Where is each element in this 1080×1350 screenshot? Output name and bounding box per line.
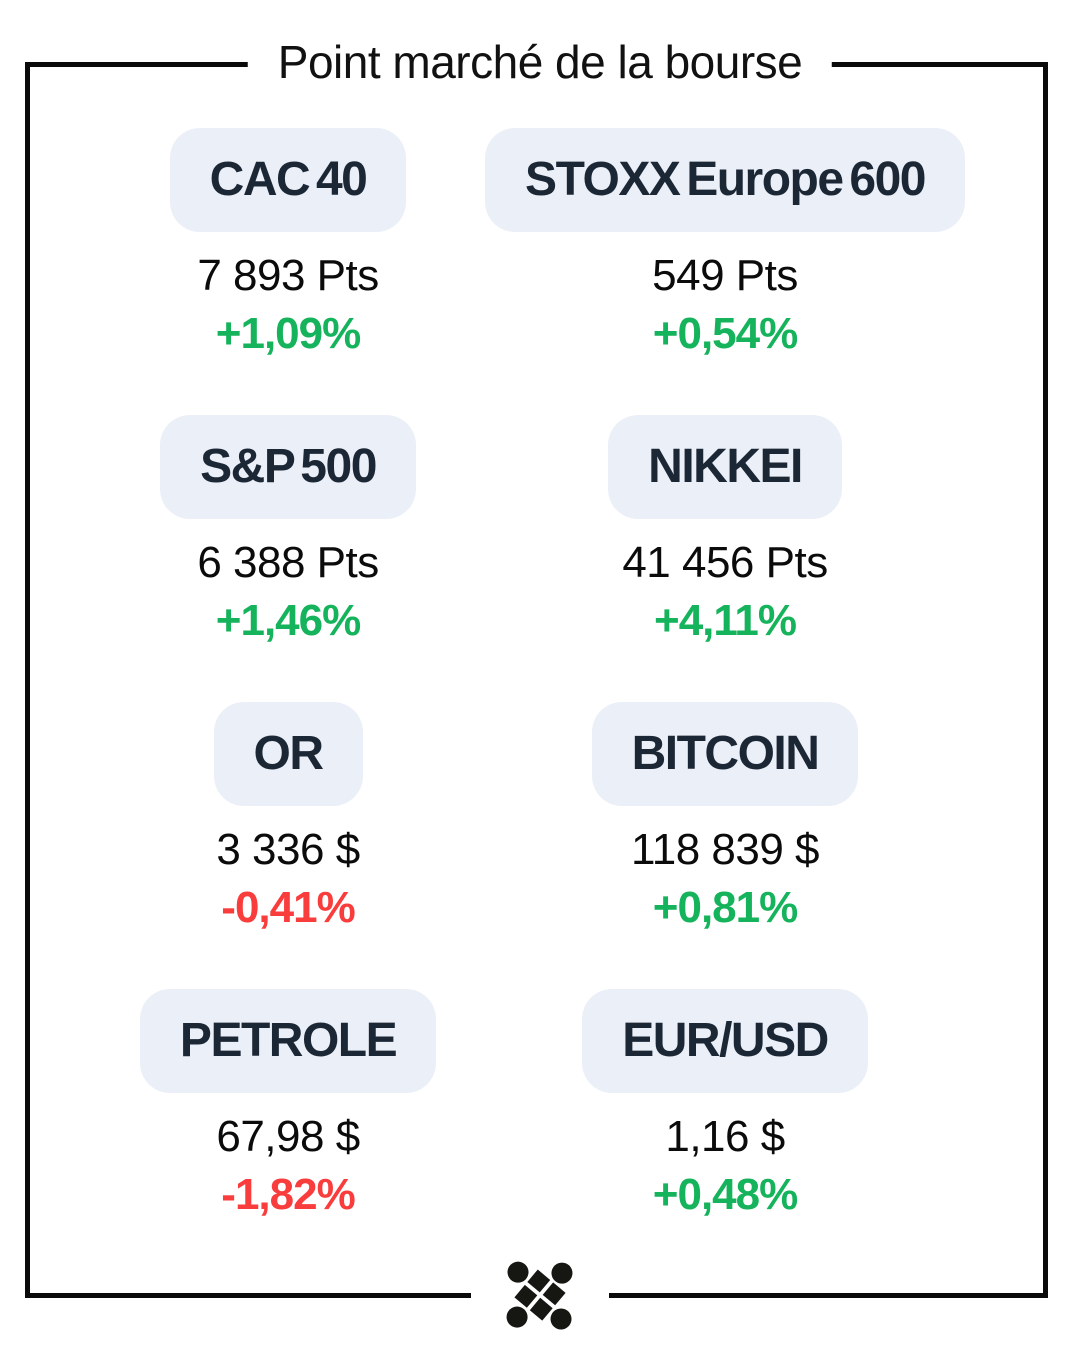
change-value: +0,48% [652,1170,798,1219]
instrument-value: 7 893 Pts [197,251,379,300]
instrument-badge: BITCOIN [591,702,859,806]
instrument-badge: EUR/USD [582,989,868,1093]
market-card-bitcoin: BITCOIN 118 839 $ +0,81% [591,702,859,934]
market-card-petrole: PETROLE 67,98 $ -1,82% [139,989,437,1221]
change-value: -1,82% [221,1170,355,1219]
instrument-value: 549 Pts [652,251,798,300]
change-value: +0,54% [652,309,798,358]
instrument-value: 41 456 Pts [622,538,828,587]
instrument-badge: STOXX Europe 600 [485,128,965,232]
instrument-badge: OR [213,702,363,806]
market-card-eurusd: EUR/USD 1,16 $ +0,48% [582,989,868,1221]
market-card-cac40: CAC 40 7 893 Pts +1,09% [169,128,407,360]
change-value: -0,41% [221,883,355,932]
page-title: Point marché de la bourse [247,32,833,92]
instruments-grid: CAC 40 7 893 Pts +1,09% STOXX Europe 600… [91,128,965,1221]
instrument-value: 1,16 $ [665,1112,785,1161]
border-frame: CAC 40 7 893 Pts +1,09% STOXX Europe 600… [25,62,1048,1298]
market-card-sp500: S&P 500 6 388 Pts +1,46% [160,415,416,647]
instrument-value: 3 336 $ [216,825,360,874]
market-card-or: OR 3 336 $ -0,41% [213,702,363,934]
change-value: +1,46% [215,596,361,645]
instrument-badge: S&P 500 [160,415,416,519]
instrument-badge: NIKKEI [608,415,842,519]
instrument-value: 6 388 Pts [197,538,379,587]
instrument-value: 118 839 $ [631,825,820,874]
brand-logo [471,1251,609,1343]
change-value: +4,11% [654,596,797,645]
instrument-value: 67,98 $ [216,1112,360,1161]
change-value: +1,09% [215,309,361,358]
instrument-badge: PETROLE [139,989,437,1093]
change-value: +0,81% [652,883,798,932]
market-card-nikkei: NIKKEI 41 456 Pts +4,11% [608,415,842,647]
market-card-stoxx600: STOXX Europe 600 549 Pts +0,54% [485,128,965,360]
brand-logo-icon [506,1261,573,1330]
instrument-badge: CAC 40 [169,128,407,232]
